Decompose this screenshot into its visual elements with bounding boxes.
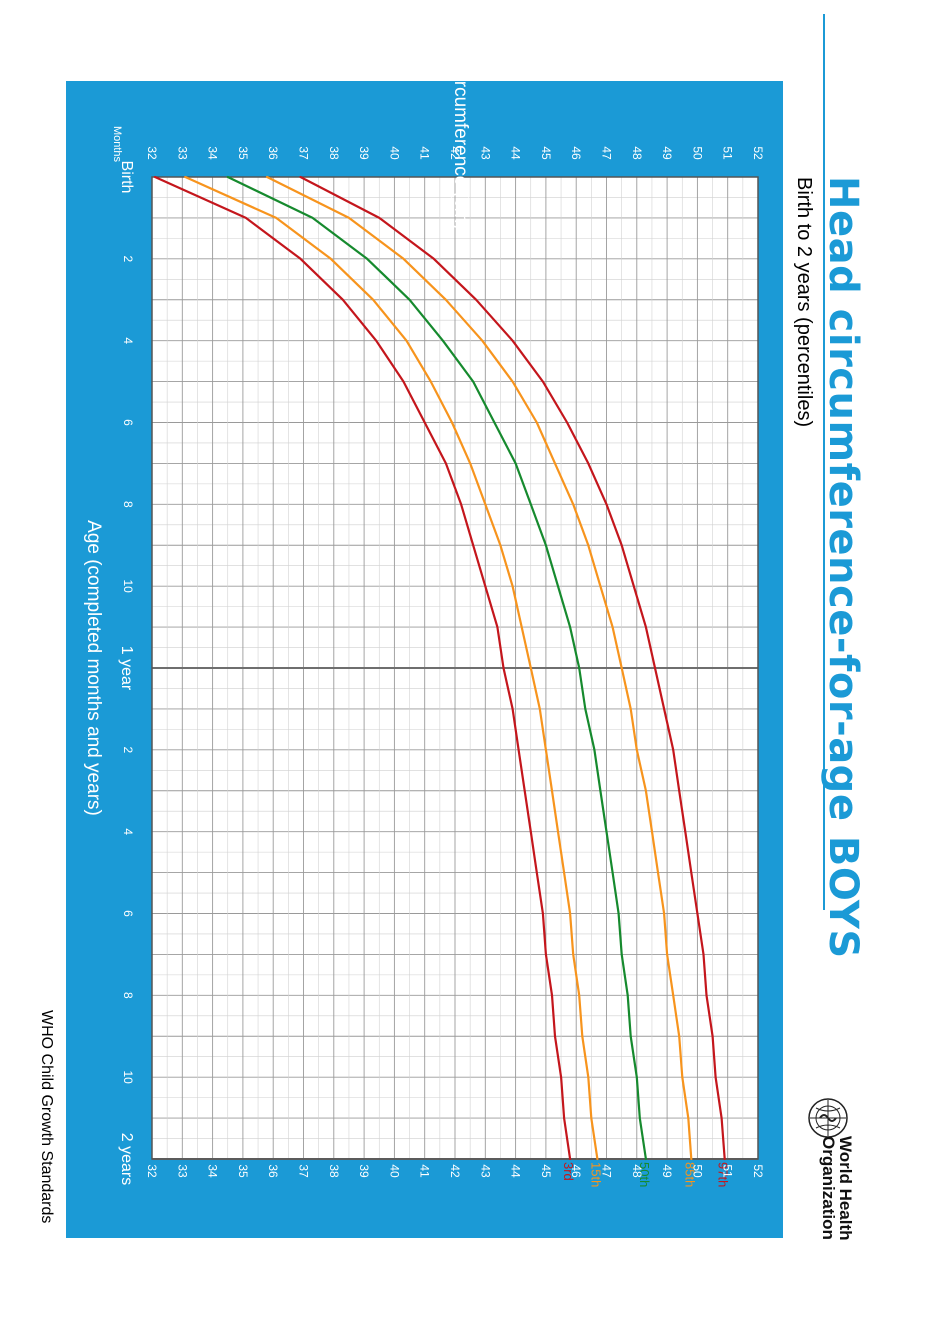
curve-97th — [299, 175, 726, 1161]
x-tick-label: 2 — [121, 255, 135, 262]
x-unit-label: Months — [111, 126, 123, 163]
y-tick-bottom: 50 — [690, 1164, 704, 1178]
x-tick-label: 2 years — [118, 1133, 135, 1185]
y-tick-bottom: 43 — [478, 1164, 492, 1178]
y-tick-top: 39 — [357, 146, 371, 160]
y-tick-top: 43 — [478, 146, 492, 160]
curve-label-50th: 50th — [637, 1162, 652, 1187]
curve-3rd — [153, 175, 572, 1161]
y-tick-top: 32 — [145, 146, 159, 160]
x-tick-label: 8 — [121, 501, 135, 508]
y-tick-bottom: 36 — [266, 1164, 280, 1178]
y-tick-top: 51 — [721, 146, 735, 160]
y-tick-bottom: 35 — [236, 1164, 250, 1178]
y-tick-top: 42 — [448, 146, 462, 160]
chart-frame: 3rd 15th 50th 85th 97th 32 32 33 33 34 34 35 35 36 36 3… — [66, 81, 783, 1238]
plot-border — [151, 176, 759, 1160]
y-tick-bottom: 46 — [569, 1164, 583, 1178]
y-tick-top: 47 — [600, 146, 614, 160]
curve-label-3rd: 3rd — [561, 1162, 576, 1181]
x-tick-label: Birth — [118, 161, 135, 194]
y-tick-top: 52 — [751, 146, 765, 160]
y-tick-top: 41 — [418, 146, 432, 160]
y-tick-top: 44 — [509, 146, 523, 160]
y-tick-bottom: 32 — [145, 1164, 159, 1178]
y-tick-top: 37 — [297, 146, 311, 160]
x-tick-label: 8 — [121, 992, 135, 999]
curve-label-85th: 85th — [682, 1162, 697, 1187]
y-tick-top: 48 — [630, 146, 644, 160]
y-tick-top: 35 — [236, 146, 250, 160]
title-underline — [823, 14, 825, 910]
curve-label-97th: 97th — [716, 1162, 731, 1187]
curve-15th — [184, 175, 599, 1161]
x-tick-label: 4 — [121, 337, 135, 344]
y-tick-top: 46 — [569, 146, 583, 160]
y-tick-bottom: 44 — [509, 1164, 523, 1178]
y-tick-bottom: 49 — [660, 1164, 674, 1178]
who-emblem-icon — [808, 1098, 848, 1138]
curve-50th — [226, 175, 647, 1161]
y-tick-top: 49 — [660, 146, 674, 160]
x-axis-title: Age (completed months and years) — [83, 520, 104, 816]
y-tick-bottom: 41 — [418, 1164, 432, 1178]
y-tick-top: 50 — [690, 146, 704, 160]
y-tick-bottom: 45 — [539, 1164, 553, 1178]
y-tick-bottom: 47 — [600, 1164, 614, 1178]
y-tick-top: 33 — [175, 146, 189, 160]
y-tick-bottom: 37 — [297, 1164, 311, 1178]
x-tick-label: 6 — [121, 419, 135, 426]
y-tick-bottom: 34 — [206, 1164, 220, 1178]
y-tick-top: 38 — [327, 146, 341, 160]
y-axis-title: Head circumference (cm) — [450, 81, 471, 230]
growth-chart: 3rd 15th 50th 85th 97th 32 32 33 33 34 34 35 35 36 36 3… — [83, 81, 765, 1187]
y-tick-top: 34 — [206, 146, 220, 160]
x-tick-label: 10 — [121, 579, 135, 593]
x-tick-label: 10 — [121, 1070, 135, 1084]
y-tick-bottom: 39 — [357, 1164, 371, 1178]
x-tick-label: 2 — [121, 746, 135, 753]
x-tick-label: 4 — [121, 828, 135, 835]
y-tick-bottom: 38 — [327, 1164, 341, 1178]
y-tick-top: 40 — [387, 146, 401, 160]
y-tick-bottom: 40 — [387, 1164, 401, 1178]
curve-label-15th: 15th — [588, 1162, 603, 1187]
y-tick-bottom: 42 — [448, 1164, 462, 1178]
y-tick-bottom: 51 — [721, 1164, 735, 1178]
y-tick-bottom: 52 — [751, 1164, 765, 1178]
organization-line2: Organization — [819, 1136, 838, 1240]
curve-85th — [266, 175, 693, 1161]
organization-line1: World Health — [836, 1136, 855, 1241]
footer-source: WHO Child Growth Standards — [38, 1010, 55, 1224]
y-tick-bottom: 33 — [175, 1164, 189, 1178]
chart-subtitle: Birth to 2 years (percentiles) — [793, 177, 815, 428]
x-tick-label: 1 year — [118, 646, 135, 691]
x-tick-label: 6 — [121, 910, 135, 917]
y-tick-top: 45 — [539, 146, 553, 160]
chart-title: Head circumference-for-age BOYS — [820, 176, 866, 959]
organization-name: World Health Organization — [819, 1136, 855, 1241]
y-tick-bottom: 48 — [630, 1164, 644, 1178]
y-tick-top: 36 — [266, 146, 280, 160]
